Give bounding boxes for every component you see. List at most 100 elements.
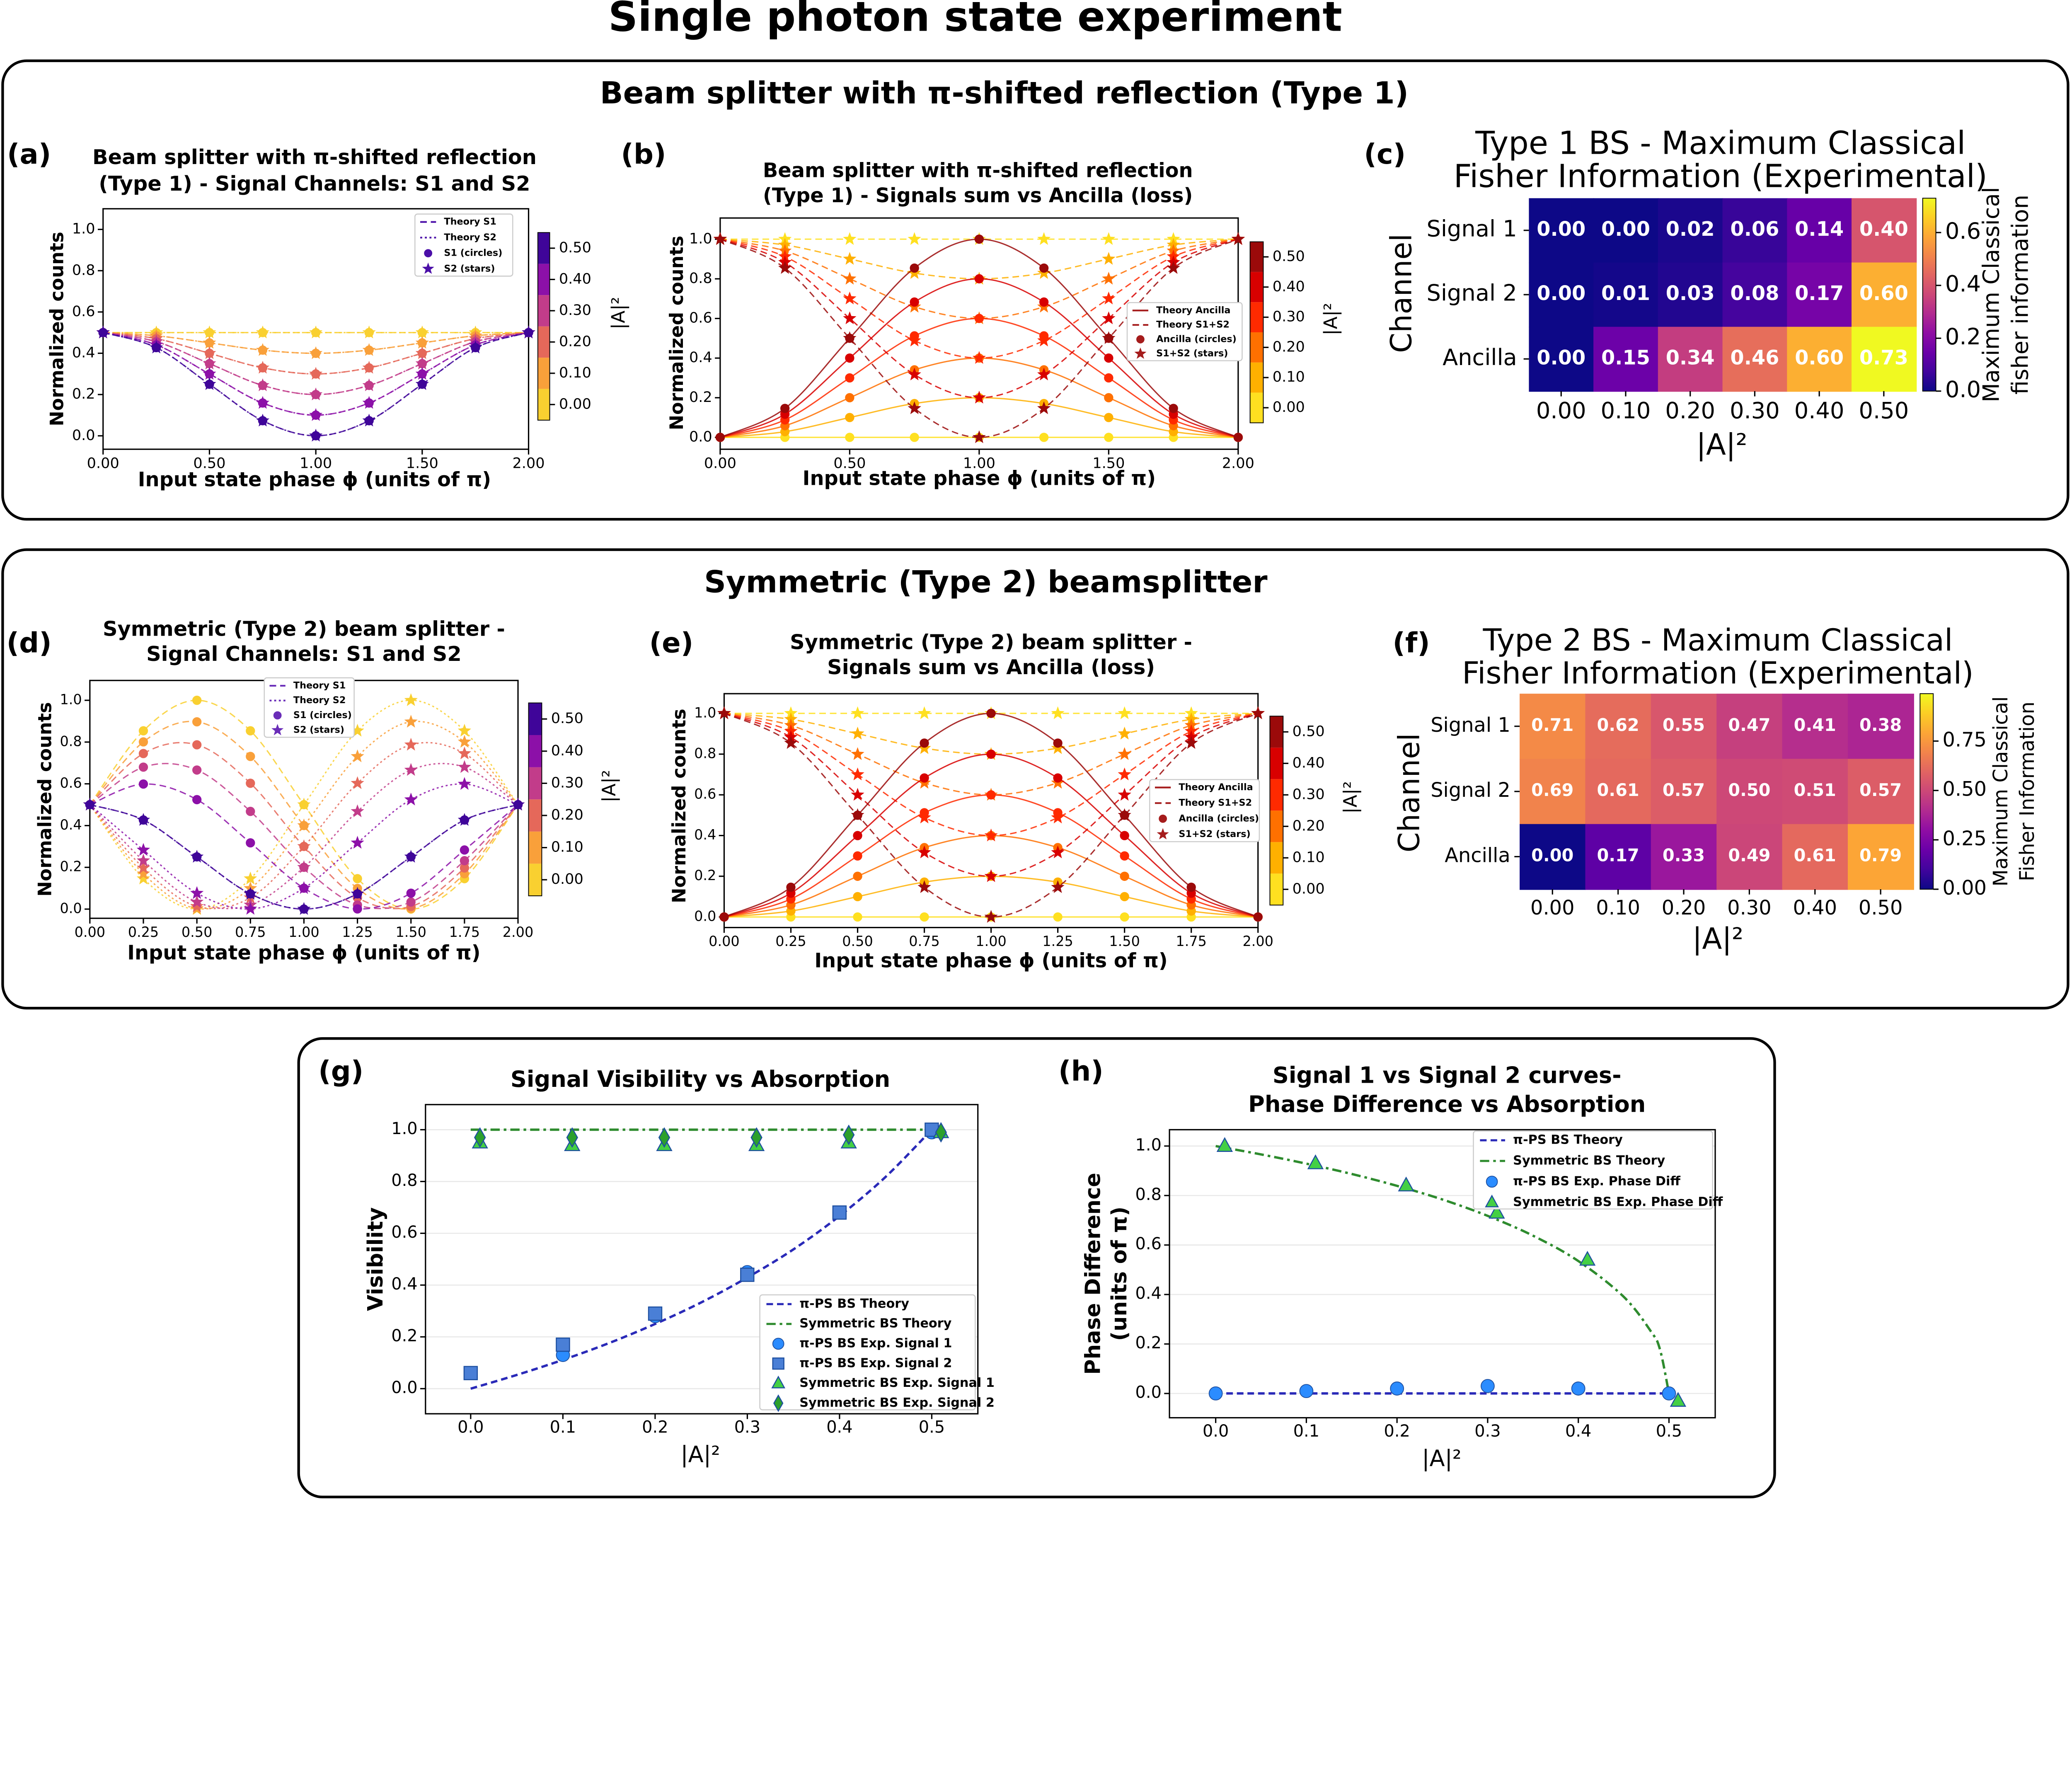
data-point-circle bbox=[986, 709, 996, 718]
data-point-star bbox=[362, 378, 376, 392]
legend bbox=[414, 213, 513, 277]
cell-value: 0.03 bbox=[1666, 282, 1715, 305]
heatmap-cell bbox=[1722, 327, 1788, 392]
heatmap-cell bbox=[1787, 327, 1852, 392]
data-point-circle bbox=[910, 433, 919, 442]
data-point-star bbox=[362, 396, 376, 409]
legend-marker-circle bbox=[1136, 335, 1145, 344]
heatmap-cell bbox=[1847, 759, 1914, 825]
data-point-circle bbox=[1120, 912, 1129, 922]
y-tick-label: 0.0 bbox=[391, 1378, 417, 1397]
data-point-star bbox=[1118, 808, 1131, 821]
heatmap-cell bbox=[1722, 198, 1788, 264]
y-axis-label: Channel bbox=[1385, 234, 1418, 353]
data-point-star bbox=[203, 367, 216, 380]
data-point-star bbox=[1102, 331, 1116, 344]
colorbar-tick-label: 0.50 bbox=[551, 710, 583, 727]
colorbar-tick-label: 0.20 bbox=[559, 333, 591, 350]
heatmap-cell bbox=[1716, 824, 1783, 890]
colorbar-label: |A|² bbox=[608, 297, 629, 329]
colorbar-segment bbox=[537, 358, 550, 389]
data-point-star bbox=[908, 334, 921, 347]
cell-value: 0.71 bbox=[1531, 715, 1573, 735]
legend-marker-star bbox=[1134, 347, 1147, 359]
data-point-star bbox=[415, 377, 429, 390]
x-tick-label: 0.1 bbox=[1293, 1422, 1319, 1441]
data-point-circle bbox=[853, 912, 862, 922]
data-point-triangle bbox=[1216, 1137, 1233, 1152]
theory-curve bbox=[720, 238, 1239, 280]
colorbar-tick-label: 0.30 bbox=[1273, 308, 1305, 325]
y-tick-label: 1.0 bbox=[694, 704, 716, 721]
y-axis-label: Visibility bbox=[363, 1207, 388, 1311]
y-tick-label: 0.0 bbox=[689, 428, 712, 445]
y-tick-label: 0.0 bbox=[1135, 1383, 1162, 1402]
colorbar-segment bbox=[537, 264, 550, 295]
panel-h: (h) Signal 1 vs Signal 2 curves- Phase Dif… bbox=[1058, 1055, 1723, 1471]
y-axis-label: Phase Difference bbox=[1081, 1173, 1105, 1375]
panel-label: (b) bbox=[621, 138, 666, 170]
cell-value: 0.00 bbox=[1537, 346, 1585, 369]
data-point-star bbox=[1102, 271, 1116, 285]
data-point-circle bbox=[192, 717, 202, 727]
data-point-star bbox=[843, 252, 857, 265]
x-tick-label: 0.0 bbox=[1203, 1422, 1229, 1441]
y-axis-label: (units of π) bbox=[1107, 1207, 1132, 1341]
data-point-circle bbox=[406, 888, 416, 898]
data-point-circle bbox=[845, 413, 854, 422]
data-point-circle bbox=[1104, 373, 1113, 383]
data-point-square bbox=[556, 1337, 570, 1352]
data-point-diamond bbox=[658, 1127, 670, 1148]
colorbar-segment bbox=[528, 767, 542, 800]
data-point-circle bbox=[138, 749, 148, 758]
x-tick-label: 2.00 bbox=[512, 455, 545, 472]
x-tick-label: 0.00 bbox=[75, 924, 106, 940]
heatmap-cell bbox=[1529, 327, 1594, 392]
data-point-star bbox=[136, 813, 150, 826]
x-tick-label: 0.00 bbox=[709, 933, 740, 949]
y-tick-label: 1.0 bbox=[1135, 1135, 1162, 1154]
colorbar-label: fisher information bbox=[2007, 195, 2033, 394]
y-axis-label: Normalized counts bbox=[46, 232, 68, 426]
colorbar-segment bbox=[1250, 392, 1264, 423]
legend-label: Theory Ancilla bbox=[1156, 305, 1230, 316]
data-point-star bbox=[1102, 311, 1116, 324]
data-point-star bbox=[297, 860, 311, 873]
data-point-circle bbox=[192, 795, 202, 805]
data-point-circle bbox=[1039, 297, 1049, 307]
data-point-circle bbox=[406, 897, 416, 907]
colorbar-label: Fisher Information bbox=[2016, 702, 2039, 881]
colorbar-tick-label: 0.40 bbox=[1273, 278, 1305, 295]
figure: Single photon state experiment Beam spli… bbox=[1, 0, 2070, 1499]
x-tick-label: 0.50 bbox=[182, 924, 213, 940]
data-point-star bbox=[851, 767, 864, 781]
y-axis-label: Channel bbox=[1392, 733, 1426, 852]
data-point-star bbox=[415, 346, 429, 359]
panel-title: Beam splitter with π-shifted reflection bbox=[763, 160, 1193, 182]
cell-value: 0.79 bbox=[1859, 845, 1902, 865]
data-point-circle bbox=[1104, 433, 1113, 442]
colorbar-tick-label: 0.30 bbox=[1293, 786, 1325, 803]
data-point-triangle bbox=[1307, 1154, 1324, 1169]
cell-value: 0.38 bbox=[1859, 715, 1902, 735]
x-tick-label: 0.00 bbox=[87, 455, 119, 472]
heatmap-cell bbox=[1716, 694, 1783, 760]
cell-value: 0.00 bbox=[1531, 845, 1573, 865]
colorbar-segment bbox=[1250, 332, 1264, 363]
data-point-star bbox=[203, 377, 216, 390]
colorbar-segment bbox=[537, 295, 550, 327]
data-point-circle bbox=[138, 737, 148, 747]
colorbar-segment bbox=[1270, 779, 1283, 811]
heatmap-cell bbox=[1520, 694, 1586, 760]
data-point-circle bbox=[1120, 831, 1129, 840]
colorbar-segment bbox=[528, 735, 542, 767]
data-point-star bbox=[256, 325, 270, 339]
data-point-circle bbox=[460, 845, 470, 855]
colorbar-frame bbox=[537, 232, 550, 421]
cell-value: 0.34 bbox=[1666, 346, 1715, 369]
legend-label: S1 (circles) bbox=[444, 248, 502, 259]
data-point-circle bbox=[920, 773, 929, 783]
data-point-circle bbox=[1169, 404, 1178, 413]
panel-label: (d) bbox=[7, 627, 52, 659]
data-point-star bbox=[309, 367, 323, 380]
